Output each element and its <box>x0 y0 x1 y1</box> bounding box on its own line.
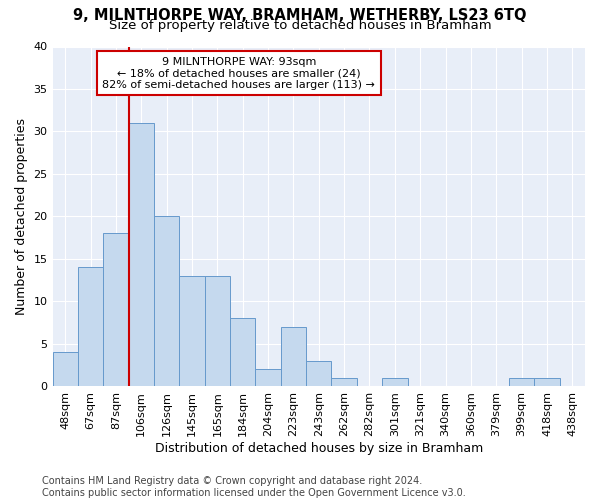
Bar <box>306 361 331 386</box>
X-axis label: Distribution of detached houses by size in Bramham: Distribution of detached houses by size … <box>155 442 483 455</box>
Bar <box>103 234 128 386</box>
Bar <box>78 268 103 386</box>
Bar <box>179 276 205 386</box>
Bar <box>534 378 560 386</box>
Text: 9 MILNTHORPE WAY: 93sqm
← 18% of detached houses are smaller (24)
82% of semi-de: 9 MILNTHORPE WAY: 93sqm ← 18% of detache… <box>103 56 376 90</box>
Bar <box>382 378 407 386</box>
Bar <box>331 378 357 386</box>
Bar <box>205 276 230 386</box>
Bar <box>128 123 154 386</box>
Bar <box>53 352 78 386</box>
Bar <box>230 318 256 386</box>
Bar <box>154 216 179 386</box>
Bar <box>509 378 534 386</box>
Text: Contains HM Land Registry data © Crown copyright and database right 2024.
Contai: Contains HM Land Registry data © Crown c… <box>42 476 466 498</box>
Text: Size of property relative to detached houses in Bramham: Size of property relative to detached ho… <box>109 19 491 32</box>
Bar <box>281 327 306 386</box>
Text: 9, MILNTHORPE WAY, BRAMHAM, WETHERBY, LS23 6TQ: 9, MILNTHORPE WAY, BRAMHAM, WETHERBY, LS… <box>73 8 527 22</box>
Bar <box>256 370 281 386</box>
Y-axis label: Number of detached properties: Number of detached properties <box>15 118 28 315</box>
